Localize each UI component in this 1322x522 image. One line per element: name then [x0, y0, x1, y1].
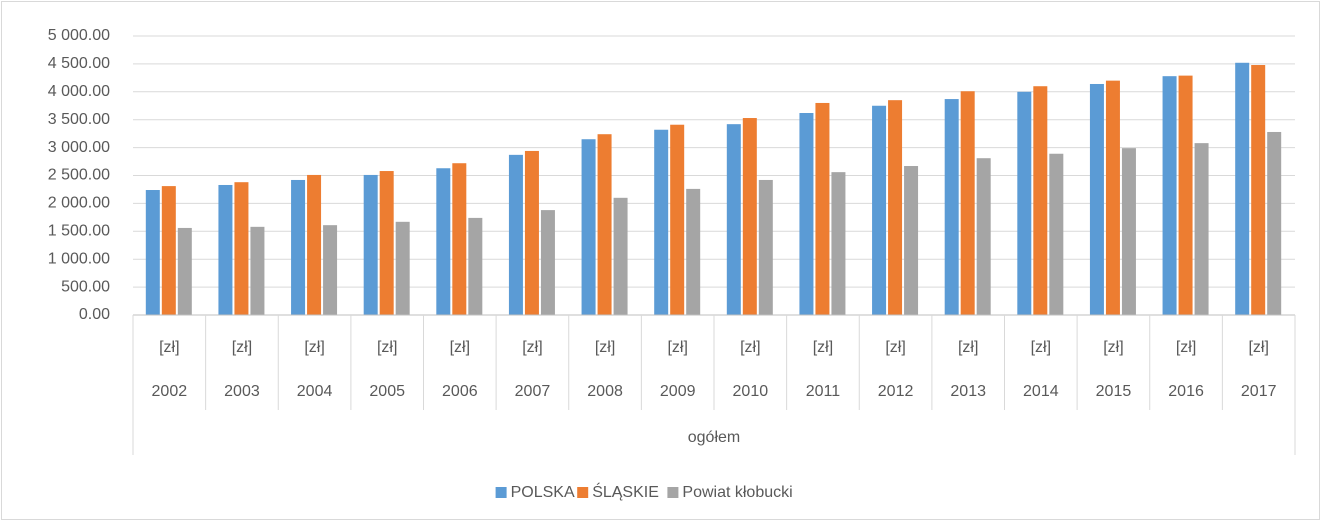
bar	[323, 225, 338, 315]
x-tick-unit: [zł]	[522, 339, 542, 356]
bar	[436, 168, 451, 315]
bar	[976, 158, 991, 315]
x-tick-label: 2012	[878, 383, 914, 400]
x-tick-unit: [zł]	[159, 339, 179, 356]
y-tick-label: 3 500.00	[48, 111, 110, 128]
bar	[726, 124, 741, 315]
bar	[1267, 131, 1282, 315]
bar	[250, 226, 265, 315]
bar	[815, 102, 830, 316]
bar	[452, 163, 467, 315]
bar	[670, 124, 685, 315]
bar	[1178, 75, 1193, 315]
legend-label: POLSKA	[511, 484, 575, 501]
x-tick-unit: [zł]	[667, 339, 687, 356]
y-tick-label: 1 000.00	[48, 250, 110, 267]
bar	[1235, 62, 1250, 316]
bar	[177, 227, 192, 315]
bar	[145, 190, 160, 315]
legend-label: Powiat kłobucki	[682, 484, 792, 501]
y-tick-label: 1 500.00	[48, 223, 110, 240]
bar	[581, 139, 596, 315]
legend-label: ŚLĄSKIE	[592, 482, 659, 501]
legend-swatch	[667, 487, 679, 498]
bar	[291, 179, 306, 315]
x-group-label: ogółem	[688, 429, 740, 446]
x-tick-label: 2016	[1168, 383, 1204, 400]
x-tick-unit: [zł]	[813, 339, 833, 356]
y-tick-label: 0.00	[79, 306, 110, 323]
x-tick-label: 2009	[660, 383, 696, 400]
x-tick-unit: [zł]	[377, 339, 397, 356]
bar	[613, 197, 628, 315]
bar	[395, 221, 410, 315]
x-tick-label: 2007	[515, 383, 551, 400]
bar	[379, 171, 394, 315]
bar	[872, 105, 887, 315]
legend-swatch	[495, 487, 507, 498]
bar	[363, 174, 378, 315]
bar	[540, 210, 555, 315]
x-tick-unit: [zł]	[450, 339, 470, 356]
bar	[960, 91, 975, 315]
bar	[234, 182, 249, 315]
bar	[1033, 86, 1048, 315]
x-tick-label: 2011	[806, 383, 841, 400]
bar	[904, 166, 919, 315]
x-tick-unit: [zł]	[958, 339, 978, 356]
x-tick-label: 2010	[733, 383, 769, 400]
x-tick-unit: [zł]	[1248, 339, 1268, 356]
x-tick-unit: [zł]	[1031, 339, 1051, 356]
bar	[1251, 65, 1266, 316]
bar	[1162, 76, 1177, 316]
x-tick-unit: [zł]	[1103, 339, 1123, 356]
x-tick-label: 2006	[442, 383, 478, 400]
legend-swatch	[577, 487, 589, 498]
x-tick-label: 2005	[369, 383, 405, 400]
y-tick-label: 2 000.00	[48, 195, 110, 212]
bar	[524, 150, 539, 315]
bar	[831, 172, 846, 315]
x-tick-label: 2015	[1096, 383, 1132, 400]
bar	[654, 129, 669, 315]
x-tick-unit: [zł]	[304, 339, 324, 356]
x-tick-label: 2017	[1241, 383, 1277, 400]
bar	[1194, 143, 1209, 315]
x-tick-label: 2014	[1023, 383, 1059, 400]
bar	[468, 217, 483, 315]
x-tick-label: 2003	[224, 383, 260, 400]
y-tick-label: 4 500.00	[48, 55, 110, 72]
bar	[1121, 148, 1136, 315]
bar	[888, 100, 903, 315]
bar	[686, 188, 701, 315]
bar	[944, 99, 959, 315]
bar	[161, 186, 176, 315]
bar	[1105, 80, 1120, 315]
bar	[758, 179, 773, 315]
y-tick-label: 4 000.00	[48, 83, 110, 100]
y-tick-label: 2 500.00	[48, 167, 110, 184]
y-tick-label: 5 000.00	[48, 27, 110, 44]
x-tick-unit: [zł]	[1176, 339, 1196, 356]
bar	[508, 154, 523, 315]
bar	[1017, 91, 1032, 315]
x-tick-label: 2004	[297, 383, 333, 400]
bar	[742, 118, 757, 315]
bar	[1049, 153, 1064, 315]
x-tick-unit: [zł]	[885, 339, 905, 356]
bar	[218, 184, 233, 315]
x-tick-label: 2002	[152, 383, 188, 400]
bar	[1089, 83, 1104, 315]
bar	[597, 134, 612, 315]
x-tick-unit: [zł]	[595, 339, 615, 356]
x-tick-label: 2008	[587, 383, 623, 400]
y-tick-label: 3 000.00	[48, 139, 110, 156]
bar	[799, 113, 814, 315]
bar	[307, 174, 322, 315]
x-tick-label: 2013	[950, 383, 986, 400]
x-tick-unit: [zł]	[740, 339, 760, 356]
y-tick-label: 500.00	[61, 278, 110, 295]
x-tick-unit: [zł]	[232, 339, 252, 356]
